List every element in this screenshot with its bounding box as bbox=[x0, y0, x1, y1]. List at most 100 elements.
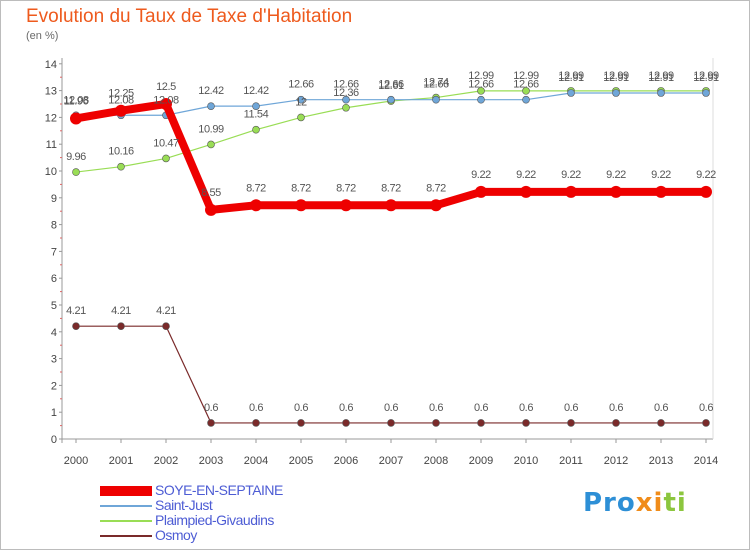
x-tick-label: 2008 bbox=[424, 455, 448, 467]
x-tick-label: 2010 bbox=[514, 455, 538, 467]
legend-swatch bbox=[100, 535, 152, 537]
data-label: 0.6 bbox=[474, 402, 488, 414]
data-point bbox=[432, 419, 440, 427]
data-point bbox=[477, 87, 485, 95]
x-tick-label: 2013 bbox=[649, 455, 673, 467]
data-point bbox=[522, 87, 530, 95]
legend-label: Osmoy bbox=[155, 527, 197, 543]
y-tick-label: 6 bbox=[51, 273, 57, 285]
legend-swatch bbox=[100, 505, 152, 507]
y-tick-label: 14 bbox=[45, 59, 57, 71]
data-point bbox=[117, 162, 125, 171]
data-label: 12.61 bbox=[378, 80, 404, 92]
data-label: 0.6 bbox=[609, 402, 623, 414]
y-tick-label: 1 bbox=[51, 407, 57, 419]
x-tick-label: 2014 bbox=[694, 455, 718, 467]
data-point bbox=[387, 95, 395, 104]
data-label: 9.96 bbox=[66, 151, 86, 163]
data-point bbox=[655, 185, 667, 198]
data-point bbox=[520, 185, 532, 198]
y-tick-label: 3 bbox=[51, 354, 57, 366]
data-point bbox=[115, 104, 127, 117]
data-point bbox=[252, 125, 260, 134]
data-point bbox=[207, 140, 215, 149]
data-label: 8.72 bbox=[246, 182, 266, 194]
data-point bbox=[295, 199, 307, 212]
y-tick-label: 13 bbox=[45, 86, 57, 98]
data-label: 0.6 bbox=[384, 402, 398, 414]
legend-label: Plaimpied-Givaudins bbox=[155, 512, 274, 528]
data-label: 0.6 bbox=[429, 402, 443, 414]
data-label: 12.99 bbox=[648, 70, 674, 82]
data-label: 0.6 bbox=[294, 402, 308, 414]
x-tick-label: 2001 bbox=[109, 455, 133, 467]
data-point bbox=[162, 322, 170, 330]
data-label: 12.66 bbox=[468, 79, 494, 91]
data-point bbox=[340, 199, 352, 212]
data-label: 12.25 bbox=[108, 88, 134, 100]
proxiti-logo: Proxiti bbox=[583, 488, 687, 518]
data-label: 12 bbox=[295, 96, 307, 108]
y-tick-label: 9 bbox=[51, 193, 57, 205]
data-label: 8.72 bbox=[381, 182, 401, 194]
data-point bbox=[702, 89, 710, 97]
data-label: 4.21 bbox=[156, 305, 176, 317]
data-label: 12.66 bbox=[288, 79, 314, 91]
data-point bbox=[252, 102, 260, 110]
data-point bbox=[162, 154, 170, 163]
y-tick-label: 11 bbox=[46, 139, 57, 151]
data-label: 12.99 bbox=[558, 70, 584, 82]
data-label: 9.22 bbox=[516, 169, 536, 181]
data-label: 12.08 bbox=[63, 94, 89, 106]
y-tick-label: 12 bbox=[45, 112, 57, 124]
data-point bbox=[72, 168, 80, 176]
data-label: 9.22 bbox=[651, 169, 671, 181]
y-tick-label: 2 bbox=[51, 380, 57, 392]
data-point bbox=[567, 89, 575, 97]
data-label: 8.72 bbox=[291, 182, 311, 194]
logo-part: ti bbox=[663, 488, 687, 518]
data-label: 8.72 bbox=[336, 182, 356, 194]
data-label: 12.91 bbox=[603, 72, 629, 84]
logo-part: xi bbox=[635, 488, 664, 518]
data-point bbox=[387, 419, 395, 427]
logo-part: Pro bbox=[583, 488, 636, 518]
data-label: 12.66 bbox=[513, 79, 539, 91]
data-point bbox=[70, 112, 82, 125]
data-label: 9.22 bbox=[561, 169, 581, 181]
data-label: 0.6 bbox=[654, 402, 668, 414]
series-soye-en-septaine bbox=[70, 98, 712, 216]
x-tick-label: 2012 bbox=[604, 455, 628, 467]
data-label: 12.74 bbox=[423, 77, 449, 89]
data-point bbox=[385, 199, 397, 212]
data-point bbox=[610, 185, 622, 198]
data-label: 4.21 bbox=[66, 305, 86, 317]
y-tick-label: 0 bbox=[51, 434, 57, 446]
y-tick-label: 7 bbox=[51, 246, 57, 258]
x-tick-label: 2004 bbox=[244, 455, 268, 467]
x-tick-label: 2002 bbox=[154, 455, 178, 467]
data-point bbox=[477, 419, 485, 427]
data-point bbox=[297, 419, 305, 427]
data-label: 0.6 bbox=[564, 402, 578, 414]
chart-unit-label: (en %) bbox=[26, 30, 59, 42]
data-point bbox=[207, 102, 215, 110]
data-point bbox=[612, 419, 620, 427]
data-label: 12.91 bbox=[558, 72, 584, 84]
data-label: 0.6 bbox=[249, 402, 263, 414]
y-tick-label: 4 bbox=[51, 327, 57, 339]
x-tick-label: 2009 bbox=[469, 455, 493, 467]
data-label: 12.42 bbox=[243, 85, 269, 97]
data-label: 12.99 bbox=[468, 70, 494, 82]
data-label: 12.91 bbox=[693, 72, 719, 84]
data-label: 12.42 bbox=[198, 85, 224, 97]
chart-title: Evolution du Taux de Taxe d'Habitation bbox=[26, 6, 353, 27]
x-tick-label: 2006 bbox=[334, 455, 358, 467]
data-point bbox=[612, 89, 620, 97]
data-label: 12.99 bbox=[603, 70, 629, 82]
data-label: 0.6 bbox=[204, 402, 218, 414]
data-point bbox=[657, 89, 665, 97]
data-label: 8.72 bbox=[426, 182, 446, 194]
